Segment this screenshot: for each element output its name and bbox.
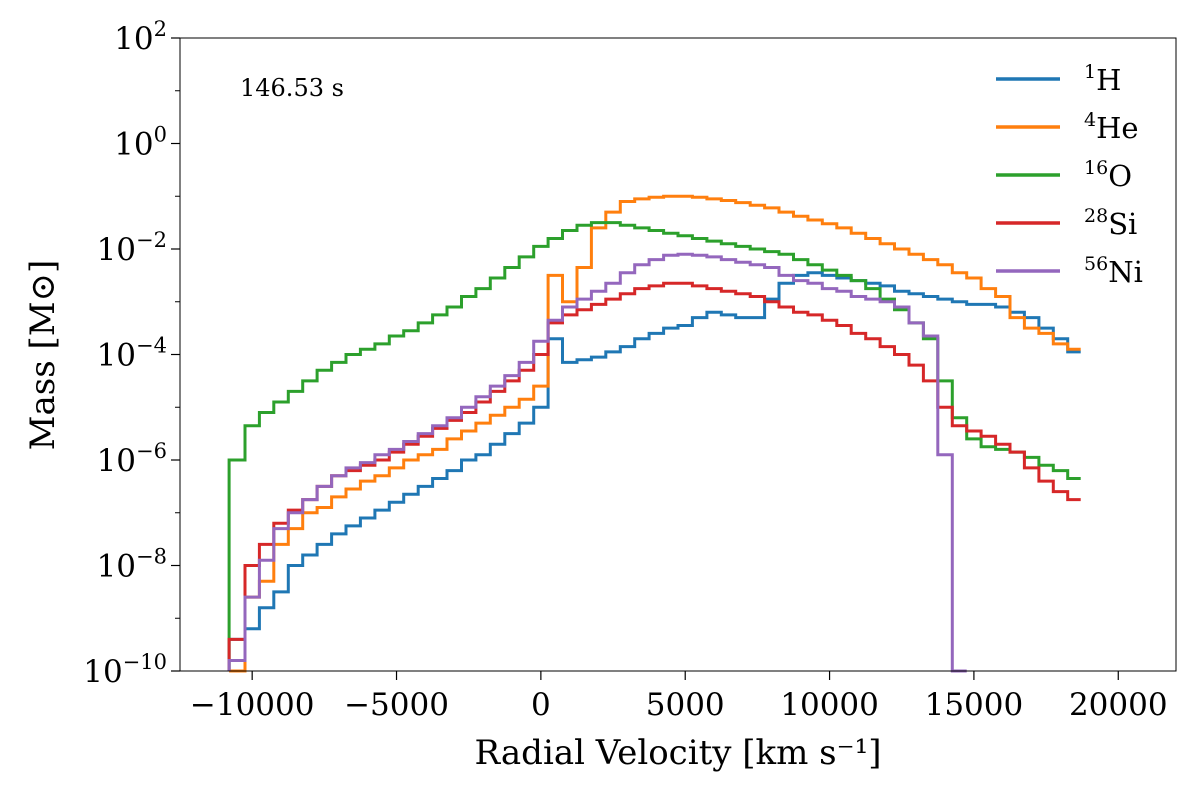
series-4He bbox=[229, 194, 1081, 673]
series-56Ni bbox=[227, 252, 967, 673]
series-1H bbox=[227, 271, 1081, 671]
time-annotation: 146.53 s bbox=[240, 74, 344, 102]
legend: 1H 4He 16O 28Si 56Ni bbox=[996, 61, 1143, 289]
y-tick-label: 100 bbox=[114, 123, 167, 163]
y-tick-label: 10−8 bbox=[97, 545, 167, 585]
x-tick-label: 10000 bbox=[780, 687, 879, 723]
legend-label-4He: 4He bbox=[1084, 109, 1139, 145]
x-tick-label: −5000 bbox=[344, 687, 449, 723]
x-tick-label: 5000 bbox=[646, 687, 725, 723]
series-layer bbox=[227, 194, 1081, 673]
x-tick-label: 15000 bbox=[925, 687, 1024, 723]
y-ticks: 10−10 10−8 10−6 10−4 10−2 100 102 bbox=[83, 17, 180, 690]
legend-label-56Ni: 56Ni bbox=[1084, 253, 1143, 289]
y-tick-label: 10−2 bbox=[97, 228, 167, 268]
y-axis-label: Mass [M⊙] bbox=[23, 260, 63, 451]
y-tick-label: 10−10 bbox=[83, 650, 167, 690]
x-tick-label: −10000 bbox=[190, 687, 315, 723]
legend-label-16O: 16O bbox=[1084, 157, 1132, 193]
legend-label-1H: 1H bbox=[1084, 61, 1121, 97]
y-tick-label: 10−4 bbox=[97, 334, 167, 374]
x-axis-label: Radial Velocity [km s⁻¹] bbox=[475, 733, 882, 773]
x-tick-label: 0 bbox=[531, 687, 551, 723]
x-tick-label: 20000 bbox=[1069, 687, 1168, 723]
y-tick-label: 10−6 bbox=[97, 439, 167, 479]
x-ticks: −10000 −5000 0 5000 10000 15000 20000 bbox=[190, 671, 1168, 723]
x-axis-label-text: Radial Velocity [km s⁻¹] bbox=[475, 733, 882, 773]
legend-label-28Si: 28Si bbox=[1084, 205, 1137, 241]
y-tick-label: 102 bbox=[114, 17, 167, 57]
